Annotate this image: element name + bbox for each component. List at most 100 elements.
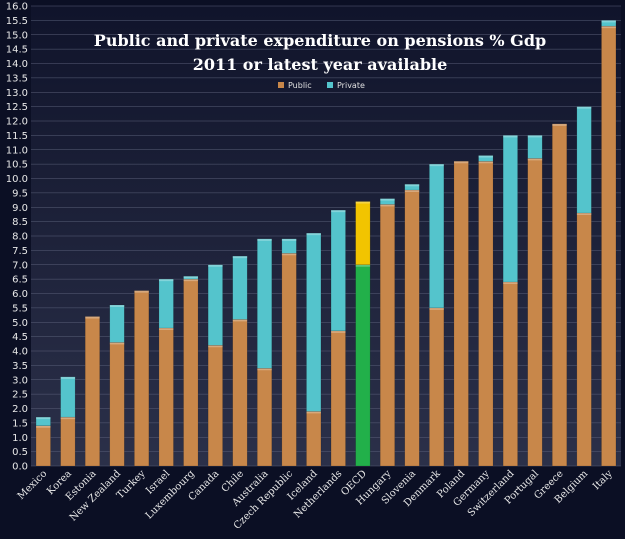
y-tick-label: 2.0 xyxy=(12,404,28,415)
bar-public xyxy=(601,25,617,467)
bar-public-highlight xyxy=(453,161,469,164)
bar-public xyxy=(502,281,518,467)
bar-private-highlight xyxy=(232,256,248,259)
bar-private xyxy=(257,238,273,369)
bar-private xyxy=(527,135,543,159)
gridlines xyxy=(31,5,621,467)
bar-public-highlight xyxy=(478,161,494,164)
y-tick-label: 13.5 xyxy=(6,73,28,84)
y-tick-label: 8.5 xyxy=(12,217,28,228)
bar-public-highlight xyxy=(281,253,297,256)
bar-private xyxy=(355,201,371,265)
y-tick-label: 7.0 xyxy=(12,260,28,271)
bar-private xyxy=(35,416,51,426)
bar-public-highlight xyxy=(60,417,76,420)
bar-private xyxy=(601,20,617,27)
bar-public xyxy=(355,264,371,467)
bar-public xyxy=(109,342,125,467)
bar-public xyxy=(183,278,199,467)
y-tick-label: 10.5 xyxy=(6,160,28,171)
y-tick-label: 4.5 xyxy=(12,332,28,343)
y-tick-label: 9.5 xyxy=(12,188,28,199)
chart-title: Public and private expenditure on pensio… xyxy=(94,31,546,50)
y-tick-label: 14.0 xyxy=(6,59,28,70)
bar-public-highlight xyxy=(355,264,371,267)
x-tick-label: Italy xyxy=(591,468,615,492)
bar-public-highlight xyxy=(601,26,616,29)
y-axis-ticks: 0.0 0.5 1.0 1.5 2.0 2.5 3.0 3.5 4.0 4.5 5.0 5.5 6.0 6… xyxy=(6,2,28,473)
y-tick-label: 15.5 xyxy=(6,16,28,27)
bar-private-highlight xyxy=(257,238,272,241)
legend: Public Private xyxy=(278,81,365,90)
bar-public xyxy=(35,425,51,467)
bar-public-highlight xyxy=(306,411,321,414)
bar-public-highlight xyxy=(158,328,174,330)
bar-private xyxy=(183,276,199,280)
bar-public xyxy=(306,411,322,467)
chart-subtitle: 2011 or latest year available xyxy=(193,55,448,74)
bar-public-highlight xyxy=(85,316,100,319)
bar-public-highlight xyxy=(552,123,567,126)
y-tick-label: 11.0 xyxy=(6,145,28,156)
bar-private-highlight xyxy=(355,201,371,204)
bar-private xyxy=(207,264,223,346)
bar-private xyxy=(404,184,420,191)
bar-public xyxy=(257,368,273,467)
y-tick-label: 1.5 xyxy=(12,418,28,429)
y-tick-label: 6.5 xyxy=(12,275,28,286)
bar-private-highlight xyxy=(404,184,420,187)
legend-label-private: Private xyxy=(337,81,365,90)
bar-private-highlight xyxy=(527,135,543,138)
bar-public xyxy=(134,290,150,467)
bar-public xyxy=(281,253,297,467)
bar-private-highlight xyxy=(503,135,518,138)
bar-private-highlight xyxy=(109,305,125,307)
bar-private-highlight xyxy=(183,276,199,279)
bar-private xyxy=(158,278,174,329)
bar-private-highlight xyxy=(576,106,592,109)
legend-swatch-private xyxy=(327,82,333,88)
bar-private xyxy=(306,232,322,412)
y-tick-label: 3.0 xyxy=(12,375,28,386)
y-tick-label: 15.0 xyxy=(6,30,28,41)
bar-public-highlight xyxy=(257,368,272,371)
bar-public xyxy=(232,319,248,467)
bar-public xyxy=(379,204,395,467)
y-tick-label: 2.5 xyxy=(12,390,28,401)
y-tick-label: 3.5 xyxy=(12,361,28,372)
bar-private xyxy=(330,209,346,332)
bar-private-highlight xyxy=(601,20,616,23)
x-tick-label: Mexico xyxy=(16,468,50,502)
bar-public xyxy=(330,330,346,467)
bar-private-highlight xyxy=(306,233,321,236)
y-tick-label: 0.0 xyxy=(12,462,28,473)
bar-public xyxy=(453,161,469,467)
bar-public-highlight xyxy=(232,319,248,322)
bar-private-highlight xyxy=(208,264,223,267)
y-tick-label: 16.0 xyxy=(6,2,28,13)
bar-private xyxy=(379,198,395,205)
bar-private-highlight xyxy=(36,417,51,420)
bars xyxy=(35,20,617,467)
bar-private xyxy=(576,106,592,214)
bar-private xyxy=(232,255,248,320)
y-tick-label: 4.0 xyxy=(12,347,28,358)
y-tick-label: 7.5 xyxy=(12,246,28,257)
bar-public-highlight xyxy=(503,282,518,284)
bar-private xyxy=(281,238,297,254)
bar-private-highlight xyxy=(158,279,174,282)
bar-public xyxy=(60,416,76,467)
y-tick-label: 12.5 xyxy=(6,102,28,113)
y-tick-label: 12.0 xyxy=(6,117,28,128)
legend-swatch-public xyxy=(278,82,284,88)
y-tick-label: 6.0 xyxy=(12,289,28,300)
y-tick-label: 8.0 xyxy=(12,232,28,243)
bar-public-highlight xyxy=(331,330,346,333)
y-tick-label: 0.5 xyxy=(12,447,28,458)
bar-private-highlight xyxy=(380,198,395,201)
bar-private-highlight xyxy=(429,164,444,167)
bar-private xyxy=(60,376,76,418)
bar-private xyxy=(429,163,445,309)
